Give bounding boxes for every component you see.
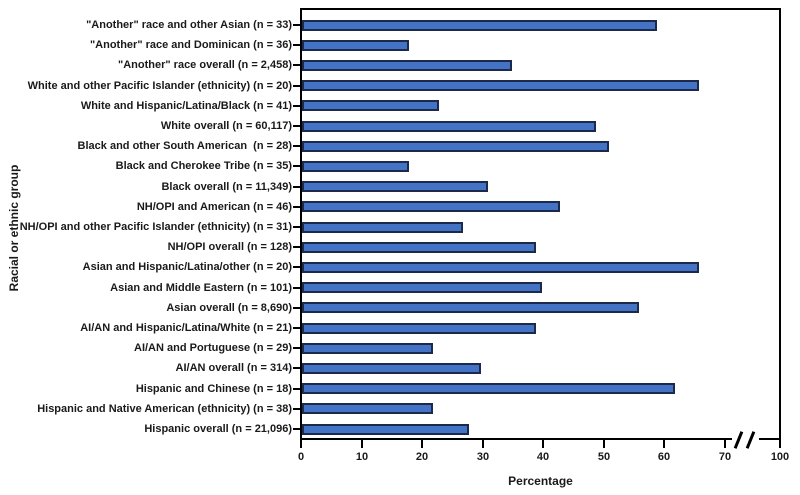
- x-tick: [361, 440, 363, 448]
- x-tick: [542, 440, 544, 448]
- x-tick-label: 20: [415, 451, 429, 463]
- bar: [302, 160, 409, 172]
- y-tick: [293, 306, 300, 309]
- y-tick: [293, 226, 300, 228]
- category-label: AI/AN overall (n = 314): [175, 362, 292, 375]
- x-tick-label: 10: [355, 451, 369, 463]
- category-label: "Another" race and Dominican (n = 36): [89, 39, 292, 52]
- y-tick: [293, 44, 300, 47]
- bar: [302, 221, 463, 233]
- y-tick: [293, 428, 300, 430]
- y-tick: [293, 84, 300, 87]
- y-tick: [293, 367, 300, 370]
- category-label: White and Hispanic/Latina/Black (n = 41): [80, 99, 292, 112]
- axis-break-mask: [732, 435, 759, 444]
- x-tick-label: 40: [536, 451, 550, 463]
- category-label: Asian and Hispanic/Latina/other (n = 20): [82, 261, 292, 274]
- y-tick: [293, 347, 300, 350]
- x-tick-label: 0: [297, 451, 305, 463]
- category-label: White overall (n = 60,117): [160, 120, 292, 132]
- bar: [302, 403, 433, 415]
- bar: [302, 80, 699, 92]
- x-tick: [421, 440, 423, 448]
- x-tick: [779, 440, 781, 448]
- x-axis-title: Percentage: [508, 474, 573, 488]
- bar: [302, 100, 439, 112]
- bar: [302, 181, 488, 193]
- y-tick: [293, 24, 300, 26]
- y-tick: [293, 64, 300, 67]
- bar: [302, 241, 536, 253]
- y-tick: [293, 104, 300, 107]
- bar: [302, 201, 560, 213]
- category-label: Asian and Middle Eastern (n = 101): [110, 281, 292, 294]
- y-tick: [293, 266, 300, 269]
- bar: [302, 322, 536, 334]
- x-tick-label: 60: [657, 451, 671, 463]
- bar: [302, 342, 433, 354]
- x-tick: [724, 440, 726, 448]
- x-tick-label: 70: [718, 451, 732, 463]
- category-label: AI/AN and Hispanic/Latina/White (n = 21): [80, 322, 292, 334]
- bar: [302, 282, 542, 294]
- category-label: "Another" race and other Asian (n = 33): [86, 19, 292, 31]
- y-tick: [293, 205, 300, 208]
- category-label: NH/OPI overall (n = 128): [167, 241, 292, 254]
- y-tick: [293, 246, 300, 249]
- category-label: Black overall (n = 11,349): [161, 180, 292, 193]
- category-label: "Another" race overall (n = 2,458): [118, 59, 292, 72]
- category-label: NH/OPI and American (n = 46): [136, 200, 292, 213]
- category-label: AI/AN and Portuguese (n = 29): [134, 342, 292, 355]
- bar: [302, 261, 699, 273]
- category-label: Asian overall (n = 8,690): [166, 301, 292, 314]
- category-label: Hispanic and Native American (ethnicity)…: [37, 402, 292, 415]
- y-tick: [293, 286, 300, 289]
- bar: [302, 19, 657, 31]
- category-label: Hispanic and Chinese (n = 18): [135, 382, 292, 395]
- bar: [302, 423, 469, 435]
- bar: [302, 140, 609, 152]
- x-tick: [482, 440, 484, 448]
- category-label: Hispanic overall (n = 21,096): [144, 423, 292, 435]
- category-label: Black and other South American (n = 28): [77, 140, 292, 153]
- y-tick: [293, 185, 300, 188]
- y-tick: [293, 407, 300, 410]
- x-tick-label: 30: [476, 451, 490, 463]
- y-tick: [293, 327, 300, 329]
- bar: [302, 302, 639, 314]
- bar: [302, 120, 596, 132]
- y-tick: [293, 145, 300, 148]
- x-tick-label: 50: [597, 451, 611, 463]
- category-label: White and other Pacific Islander (ethnic…: [27, 79, 292, 92]
- bar: [302, 39, 409, 51]
- y-tick: [293, 125, 300, 127]
- bar: [302, 383, 675, 395]
- y-tick: [293, 387, 300, 390]
- x-tick: [300, 440, 302, 448]
- x-tick: [663, 440, 665, 448]
- x-tick-label: 100: [770, 451, 790, 463]
- y-tick: [293, 165, 300, 168]
- category-label: NH/OPI and other Pacific Islander (ethni…: [19, 221, 292, 233]
- bar: [302, 362, 481, 374]
- category-label: Black and Cherokee Tribe (n = 35): [115, 160, 292, 173]
- x-tick: [603, 440, 605, 448]
- bar: [302, 59, 512, 71]
